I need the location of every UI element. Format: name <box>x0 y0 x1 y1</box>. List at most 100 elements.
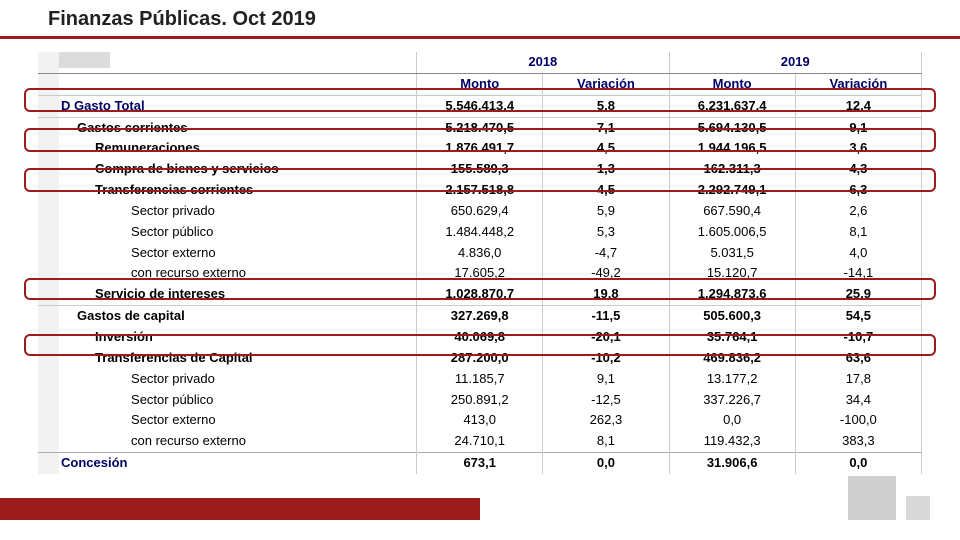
cell-m19: 337.226,7 <box>669 390 795 411</box>
table-row: Remuneraciones1.876.491,74,51.944.196,53… <box>38 138 922 159</box>
col-monto-2019: Monto <box>669 73 795 95</box>
cell-v19: 17,8 <box>795 369 921 390</box>
sub-header-row: Monto Variación Monto Variación <box>38 73 922 95</box>
row-label: Inversión <box>59 327 417 348</box>
table-row: Gastos de capital327.269,8-11,5505.600,3… <box>38 306 922 327</box>
cell-v18: -4,7 <box>543 243 669 264</box>
cell-m19: 13.177,2 <box>669 369 795 390</box>
cell-v19: 8,1 <box>795 222 921 243</box>
cell-v19: 383,3 <box>795 431 921 452</box>
cell-m18: 5.546.413,4 <box>417 95 543 117</box>
col-monto-2018: Monto <box>417 73 543 95</box>
cell-m19: 1.605.006,5 <box>669 222 795 243</box>
cell-m18: 2.157.518,8 <box>417 180 543 201</box>
row-label: Servicio de intereses <box>59 284 417 305</box>
stub-cell <box>59 52 417 73</box>
table-row: Inversión40.069,8-20,135.764,1-10,7 <box>38 327 922 348</box>
cell-m18: 24.710,1 <box>417 431 543 452</box>
stub-cell <box>38 159 59 180</box>
cell-v18: 5,8 <box>543 95 669 117</box>
row-label: Remuneraciones <box>59 138 417 159</box>
cell-v18: 262,3 <box>543 410 669 431</box>
row-label: D Gasto Total <box>59 95 417 117</box>
cell-m19: 5.031,5 <box>669 243 795 264</box>
table-row: Concesión673,10,031.906,60,0 <box>38 453 922 474</box>
cell-m19: 0,0 <box>669 410 795 431</box>
cell-m18: 1.876.491,7 <box>417 138 543 159</box>
cell-m19: 505.600,3 <box>669 306 795 327</box>
cell-v19: 4,0 <box>795 243 921 264</box>
row-label: Gastos corrientes <box>59 117 417 138</box>
cell-m19: 119.432,3 <box>669 431 795 452</box>
cell-v19: 3,6 <box>795 138 921 159</box>
cell-v18: 1,3 <box>543 159 669 180</box>
cell-m19: 162.311,3 <box>669 159 795 180</box>
cell-v18: 5,9 <box>543 201 669 222</box>
cell-v19: -14,1 <box>795 263 921 284</box>
table-row: D Gasto Total5.546.413,45,86.231.637,412… <box>38 95 922 117</box>
cell-v18: -20,1 <box>543 327 669 348</box>
table-body: D Gasto Total5.546.413,45,86.231.637,412… <box>38 95 922 474</box>
cell-v19: 25,9 <box>795 284 921 305</box>
cell-m18: 155.589,3 <box>417 159 543 180</box>
stub-cell <box>38 410 59 431</box>
cell-v18: -11,5 <box>543 306 669 327</box>
row-label: con recurso externo <box>59 263 417 284</box>
cell-m19: 35.764,1 <box>669 327 795 348</box>
cell-v18: 5,3 <box>543 222 669 243</box>
cell-v18: 7,1 <box>543 117 669 138</box>
cell-v18: -10,2 <box>543 348 669 369</box>
cell-m18: 11.185,7 <box>417 369 543 390</box>
cell-m18: 250.891,2 <box>417 390 543 411</box>
finance-table-container: 2018 2019 Monto Variación Monto Variació… <box>38 52 922 474</box>
stub-cell <box>38 201 59 222</box>
stub-cell <box>38 138 59 159</box>
stub-cell <box>38 453 59 474</box>
cell-v19: 34,4 <box>795 390 921 411</box>
cell-v18: 4,5 <box>543 180 669 201</box>
table-row: Sector público1.484.448,25,31.605.006,58… <box>38 222 922 243</box>
row-label: Gastos de capital <box>59 306 417 327</box>
table-row: con recurso externo17.605,2-49,215.120,7… <box>38 263 922 284</box>
table-row: Sector privado650.629,45,9667.590,42,6 <box>38 201 922 222</box>
footer-accent-bar <box>0 498 480 520</box>
cell-m19: 31.906,6 <box>669 453 795 474</box>
cell-m18: 5.218.470,5 <box>417 117 543 138</box>
table-row: Sector privado11.185,79,113.177,217,8 <box>38 369 922 390</box>
table-row: con recurso externo24.710,18,1119.432,33… <box>38 431 922 452</box>
stub-cell <box>38 52 59 73</box>
cell-m19: 1.294.873,6 <box>669 284 795 305</box>
cell-m18: 650.629,4 <box>417 201 543 222</box>
cell-m18: 287.200,0 <box>417 348 543 369</box>
cell-v19: 0,0 <box>795 453 921 474</box>
stub-cell <box>38 263 59 284</box>
row-label: Compra de bienes y servicios <box>59 159 417 180</box>
cell-v19: 12,4 <box>795 95 921 117</box>
cell-v19: 54,5 <box>795 306 921 327</box>
row-label: Sector externo <box>59 410 417 431</box>
stub-cell <box>38 306 59 327</box>
footer-grey-block-small <box>906 496 930 520</box>
stub-cell <box>38 73 59 95</box>
stub-cell <box>38 369 59 390</box>
stub-cell <box>38 431 59 452</box>
stub-cell <box>38 284 59 305</box>
cell-v18: -49,2 <box>543 263 669 284</box>
title-underline <box>0 36 960 39</box>
stub-cell <box>38 180 59 201</box>
row-label: Sector público <box>59 390 417 411</box>
cell-v19: -100,0 <box>795 410 921 431</box>
table-row: Transferencias de Capital287.200,0-10,24… <box>38 348 922 369</box>
cell-m19: 5.694.130,5 <box>669 117 795 138</box>
cell-v18: 0,0 <box>543 453 669 474</box>
cell-m18: 17.605,2 <box>417 263 543 284</box>
stub-cell <box>38 390 59 411</box>
row-label: Sector privado <box>59 201 417 222</box>
table-row: Sector externo413,0262,30,0-100,0 <box>38 410 922 431</box>
cell-m18: 1.028.870,7 <box>417 284 543 305</box>
cell-v19: 63,6 <box>795 348 921 369</box>
row-label: Transferencias corrientes <box>59 180 417 201</box>
row-label: Sector externo <box>59 243 417 264</box>
cell-m18: 40.069,8 <box>417 327 543 348</box>
row-label: Concesión <box>59 453 417 474</box>
